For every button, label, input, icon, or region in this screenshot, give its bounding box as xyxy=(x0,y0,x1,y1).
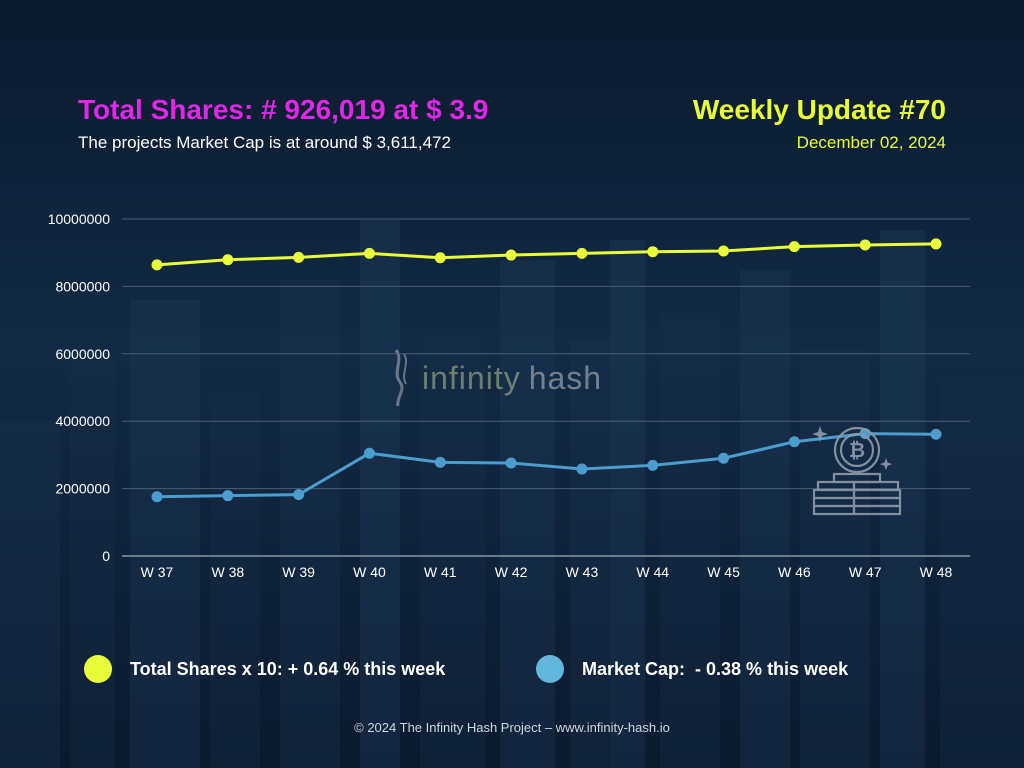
market-cap-subtitle: The projects Market Cap is at around $ 3… xyxy=(78,133,451,152)
data-point xyxy=(505,249,517,261)
x-tick-label: W 41 xyxy=(424,564,457,580)
data-point xyxy=(788,436,800,448)
series-total-shares xyxy=(151,238,942,271)
legend-dot-blue-icon xyxy=(536,655,564,683)
grid-lines xyxy=(122,218,970,557)
x-tick-label: W 40 xyxy=(353,564,386,580)
legend-market-cap-label: Market Cap: - 0.38 % this week xyxy=(582,658,849,679)
watermark-word-infinity: infinity xyxy=(422,359,521,396)
data-point xyxy=(647,459,659,471)
data-point xyxy=(647,246,659,258)
x-tick-label: W 46 xyxy=(778,564,811,580)
y-tick-label: 4000000 xyxy=(55,413,110,429)
weekly-update-title: Weekly Update #70 xyxy=(692,94,946,125)
x-tick-label: W 38 xyxy=(211,564,244,580)
data-point xyxy=(576,463,588,475)
data-point xyxy=(718,245,730,257)
data-point xyxy=(363,447,375,459)
x-tick-label: W 44 xyxy=(636,564,669,580)
data-point xyxy=(576,247,588,259)
x-tick-label: W 37 xyxy=(141,564,174,580)
data-point xyxy=(293,251,305,263)
data-point xyxy=(788,241,800,253)
y-tick-label: 6000000 xyxy=(55,346,110,362)
legend-dot-yellow-icon xyxy=(84,655,112,683)
svg-text:₿: ₿ xyxy=(849,440,865,462)
y-tick-label: 8000000 xyxy=(55,278,110,294)
data-point xyxy=(859,239,871,251)
data-point xyxy=(505,457,517,469)
y-tick-label: 0 xyxy=(102,548,110,564)
update-date: December 02, 2024 xyxy=(796,133,946,152)
x-tick-label: W 39 xyxy=(282,564,315,580)
legend-market-cap: Market Cap: - 0.38 % this week xyxy=(536,655,848,683)
series-line xyxy=(156,432,937,499)
data-point xyxy=(434,252,446,264)
data-point xyxy=(151,491,163,503)
x-tick-label: W 43 xyxy=(566,564,599,580)
y-axis-tick-labels: 0 2000000 4000000 6000000 8000000 10000000 xyxy=(48,211,111,564)
legend-total-shares: Total Shares x 10: + 0.64 % this week xyxy=(84,655,445,683)
data-point xyxy=(930,428,942,440)
x-tick-label: W 45 xyxy=(707,564,740,580)
bitcoin-coin-stack-icon: ₿ xyxy=(812,426,902,516)
y-tick-label: 10000000 xyxy=(48,211,111,227)
y-tick-label: 2000000 xyxy=(55,481,110,497)
footer-copyright: © 2024 The Infinity Hash Project – www.i… xyxy=(354,720,670,735)
data-point xyxy=(363,247,375,259)
series-market-cap xyxy=(151,428,942,503)
data-point xyxy=(151,259,163,271)
data-point xyxy=(930,238,942,250)
data-point xyxy=(434,456,446,468)
data-point xyxy=(718,452,730,464)
data-point xyxy=(222,254,234,266)
watermark-word-hash: hash xyxy=(528,359,603,396)
series-line xyxy=(156,242,937,267)
x-axis-tick-labels: W 37 W 38 W 39 W 40 W 41 W 42 W 43 W 44 W 45 W 46… xyxy=(141,564,953,580)
total-shares-title: Total Shares: # 926,019 at $ 3.9 xyxy=(78,94,489,125)
infinity-hash-watermark: infinity hash xyxy=(390,348,602,408)
data-point xyxy=(293,489,305,501)
x-tick-label: W 42 xyxy=(495,564,528,580)
series-lines xyxy=(151,238,942,503)
legend-total-shares-label: Total Shares x 10: + 0.64 % this week xyxy=(130,658,446,679)
x-tick-label: W 47 xyxy=(849,564,882,580)
infinity-hash-logo-icon xyxy=(394,349,407,407)
data-point xyxy=(222,490,234,502)
x-tick-label: W 48 xyxy=(920,564,953,580)
